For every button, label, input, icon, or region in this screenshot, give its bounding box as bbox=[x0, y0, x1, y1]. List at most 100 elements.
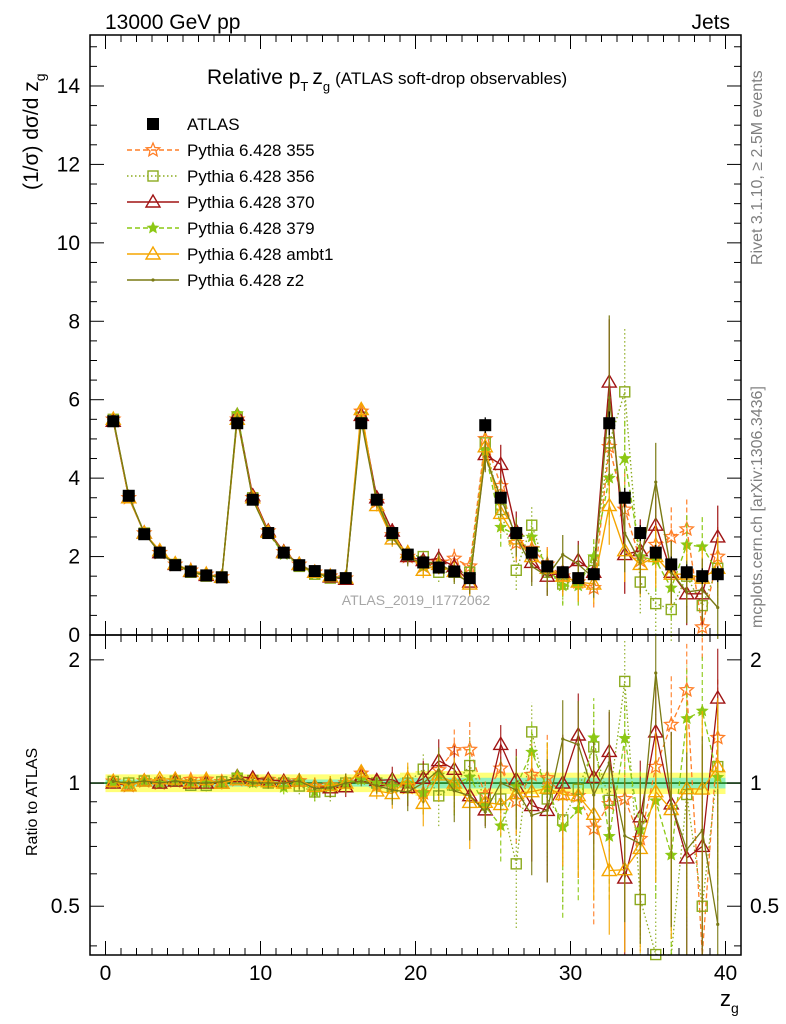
ratio-point bbox=[344, 781, 348, 785]
data-point bbox=[200, 569, 213, 582]
series-line-pz2 bbox=[112, 397, 719, 608]
data-point bbox=[510, 564, 522, 576]
data-point bbox=[587, 568, 600, 581]
data-point bbox=[246, 493, 259, 506]
series-atlas bbox=[107, 411, 724, 585]
data-point bbox=[293, 559, 306, 572]
data-point bbox=[693, 618, 711, 635]
ratio-point bbox=[587, 730, 601, 744]
data-point bbox=[541, 560, 554, 573]
ratio-point bbox=[709, 758, 726, 773]
ratio-point bbox=[251, 781, 255, 785]
data-point bbox=[696, 570, 709, 583]
ratio-point bbox=[313, 786, 317, 791]
ratio-line-pambt1 bbox=[113, 766, 719, 872]
ratio-y-tick-label-right: 0.5 bbox=[750, 895, 779, 918]
data-point bbox=[353, 401, 370, 416]
data-point bbox=[153, 546, 166, 559]
ratio-point bbox=[607, 761, 611, 765]
y-tick-label: 2 bbox=[68, 546, 80, 569]
ratio-point bbox=[111, 779, 115, 784]
series-p355 bbox=[104, 399, 727, 659]
ratio-point bbox=[678, 681, 696, 698]
ratio-point bbox=[654, 671, 658, 675]
data-point bbox=[262, 527, 275, 540]
ratio-point bbox=[700, 828, 704, 832]
data-point bbox=[231, 417, 244, 430]
ratio-point bbox=[173, 779, 177, 783]
data-point bbox=[492, 505, 509, 520]
ratio-point bbox=[576, 743, 580, 747]
data-point bbox=[415, 561, 432, 576]
data-point bbox=[324, 569, 337, 582]
y-tick-label: 12 bbox=[57, 153, 80, 176]
legend-label: Pythia 6.428 356 bbox=[187, 167, 315, 186]
ratio-point bbox=[437, 768, 441, 772]
legend-entry: ATLAS bbox=[147, 115, 240, 134]
y-tick-label: 4 bbox=[68, 467, 80, 490]
data-point bbox=[215, 571, 228, 584]
data-point bbox=[122, 489, 135, 502]
title-sub: T bbox=[300, 79, 308, 94]
legend-marker bbox=[151, 278, 155, 282]
legend-marker bbox=[144, 141, 162, 158]
ratio-point bbox=[120, 777, 137, 792]
ratio-point bbox=[618, 731, 632, 744]
main-ylabel-text: (1/σ) dσ/d z bbox=[20, 81, 43, 190]
data-point bbox=[556, 566, 569, 579]
ratio-point bbox=[716, 922, 720, 926]
ratio-point bbox=[105, 773, 122, 788]
ratio-point bbox=[297, 779, 301, 783]
ratio-y-tick-label: 1 bbox=[68, 772, 80, 795]
legend-marker bbox=[147, 118, 159, 130]
legend-entry: Pythia 6.428 370 bbox=[127, 193, 315, 212]
data-point bbox=[619, 386, 631, 398]
xlabel: zg bbox=[720, 986, 739, 1016]
ratio-series-pz2 bbox=[111, 635, 720, 955]
ratio-line-p356 bbox=[113, 681, 719, 956]
ratio-point bbox=[127, 781, 131, 785]
legend-label: Pythia 6.428 ambt1 bbox=[187, 245, 333, 264]
ratio-point bbox=[368, 782, 385, 797]
data-point bbox=[308, 565, 321, 578]
data-point bbox=[184, 565, 197, 578]
title-rest: (ATLAS soft-drop observables) bbox=[335, 69, 567, 88]
y-tick-label: 8 bbox=[68, 310, 80, 333]
data-point bbox=[448, 565, 461, 578]
x-tick-label: 40 bbox=[714, 962, 737, 985]
legend-label: ATLAS bbox=[187, 115, 240, 134]
ratio-point bbox=[421, 781, 425, 785]
legend-entry: Pythia 6.428 355 bbox=[127, 141, 315, 160]
data-point bbox=[711, 568, 724, 581]
data-point bbox=[339, 572, 352, 585]
data-point bbox=[700, 588, 704, 592]
data-point bbox=[649, 546, 662, 559]
data-point bbox=[492, 456, 509, 471]
ratio-point bbox=[647, 783, 664, 798]
data-point bbox=[169, 559, 182, 572]
title-var: z bbox=[312, 66, 323, 89]
legend-label: Pythia 6.428 379 bbox=[187, 219, 315, 238]
ratio-point bbox=[561, 737, 565, 741]
ratio-point bbox=[142, 779, 146, 783]
ratio-point bbox=[266, 781, 270, 785]
legend: ATLAS Pythia 6.428 355 Pythia 6.428 356 Pyt… bbox=[127, 115, 333, 290]
ratio-point bbox=[669, 802, 673, 806]
data-point bbox=[494, 491, 507, 504]
data-point bbox=[654, 480, 658, 484]
series-line-p356 bbox=[112, 391, 719, 611]
ratio-series-p356 bbox=[107, 640, 724, 961]
data-point bbox=[525, 546, 538, 559]
legend-entry: Pythia 6.428 ambt1 bbox=[127, 245, 333, 264]
data-point bbox=[618, 451, 632, 465]
legend-entry: Pythia 6.428 356 bbox=[127, 167, 315, 186]
title-main: Relative p bbox=[207, 66, 300, 89]
ratio-point bbox=[468, 794, 472, 798]
x-tick-label: 20 bbox=[404, 962, 427, 985]
data-point bbox=[650, 597, 662, 610]
x-tick-label: 30 bbox=[559, 962, 582, 985]
ratio-point bbox=[282, 781, 286, 785]
data-point bbox=[618, 491, 631, 504]
ratio-point bbox=[510, 858, 522, 870]
data-point bbox=[561, 553, 565, 557]
